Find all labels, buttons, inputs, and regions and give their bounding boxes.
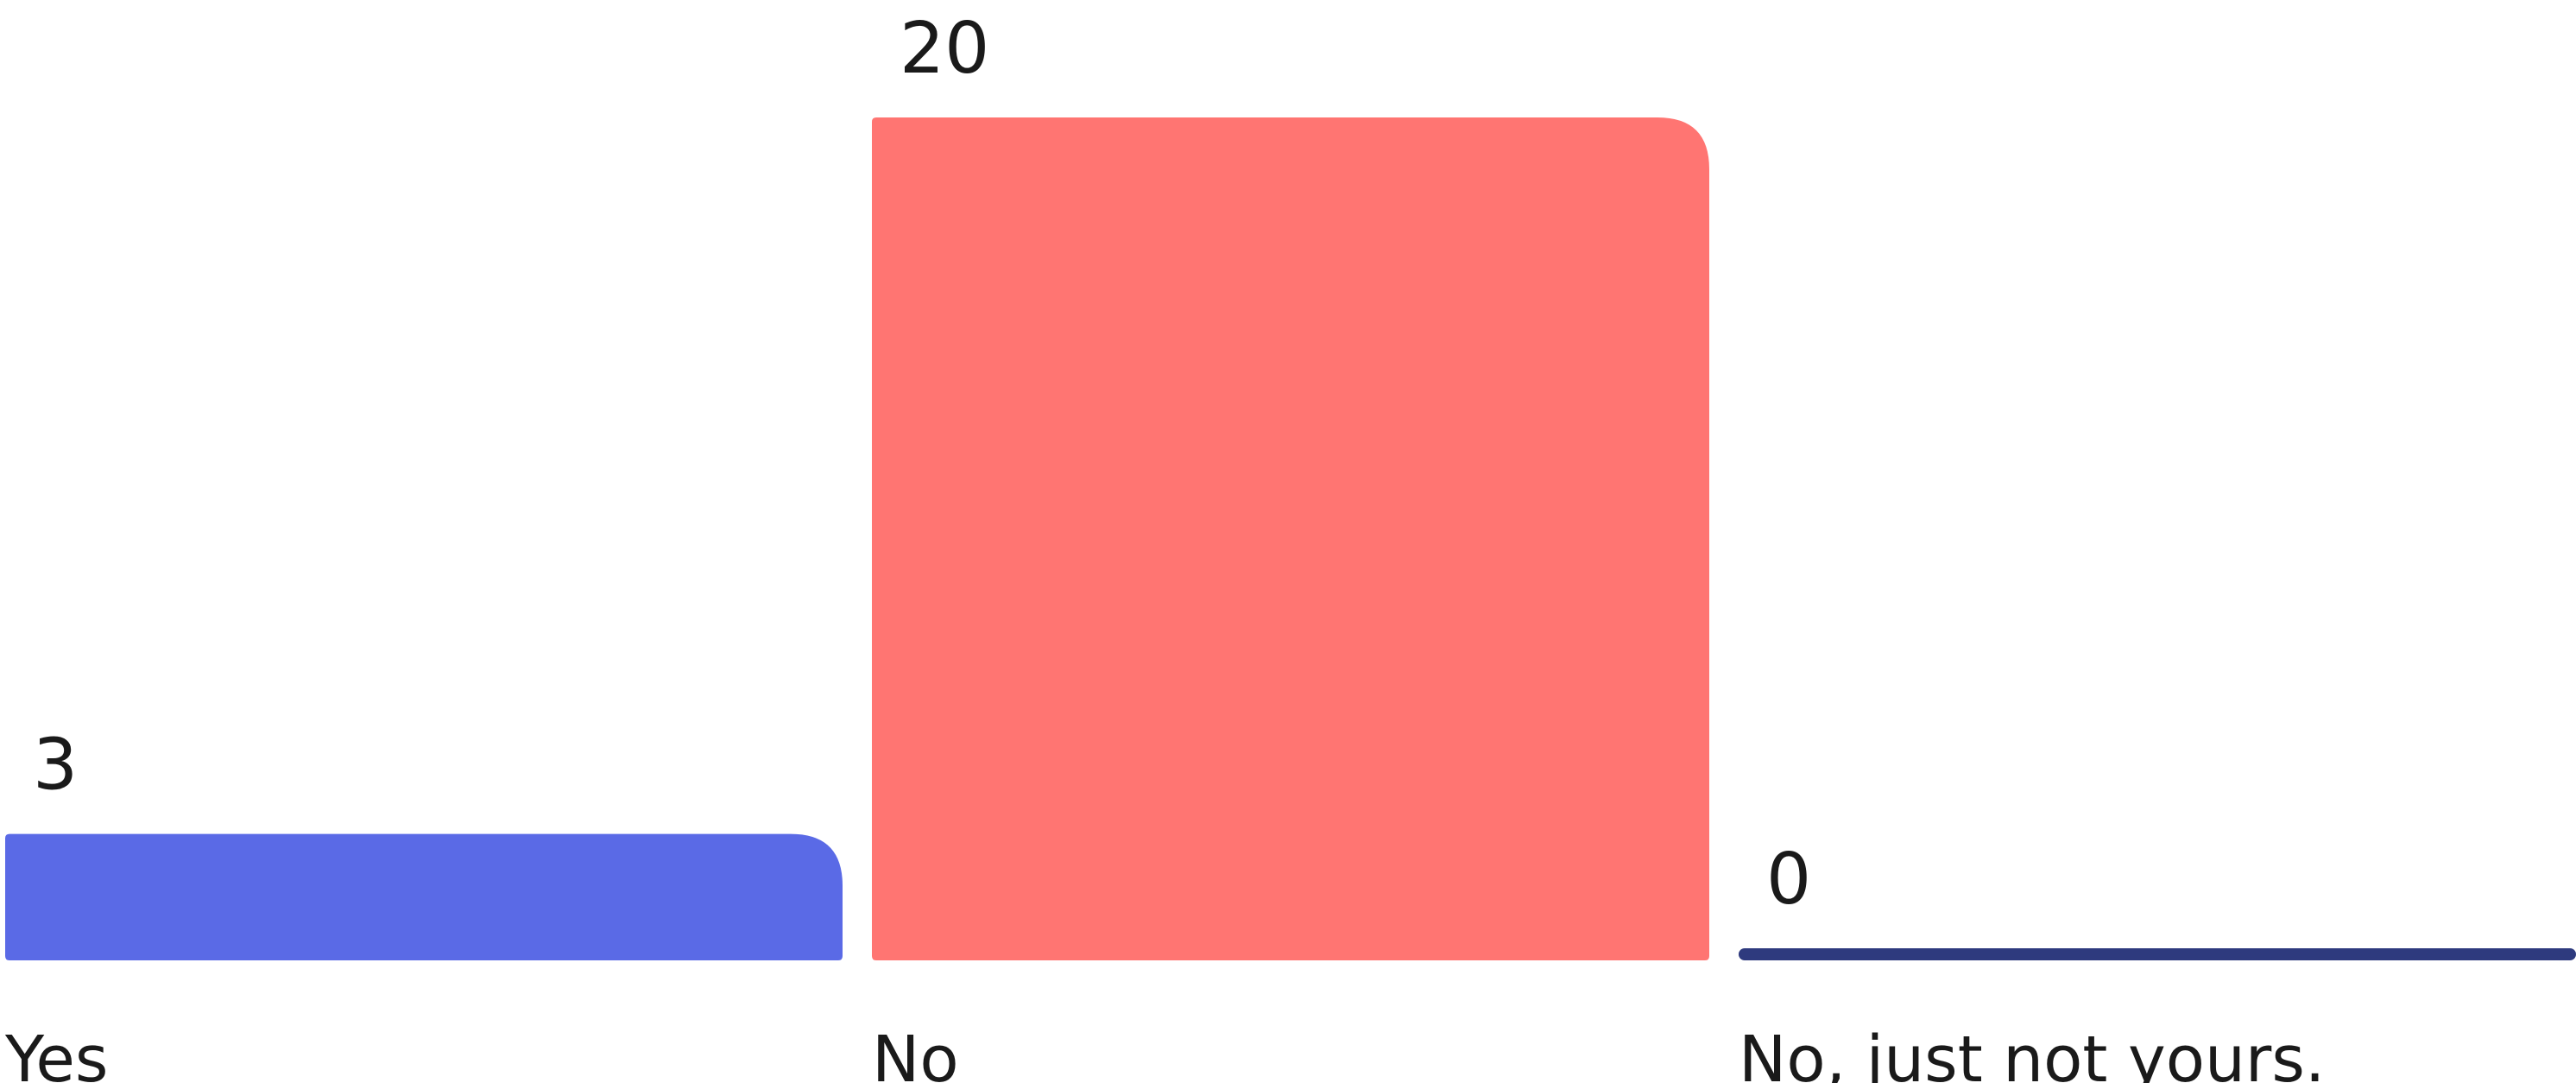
- value-label-yes: 3: [33, 725, 78, 807]
- bars-group: [5, 117, 2576, 960]
- category-labels-group: Yes No No, just not yours.: [4, 1023, 2325, 1083]
- category-label-no-just-not-yours: No, just not yours.: [1739, 1023, 2325, 1083]
- bar-no: [872, 117, 1709, 960]
- category-label-yes: Yes: [4, 1023, 108, 1083]
- value-label-no: 20: [900, 8, 989, 90]
- bar-yes: [5, 833, 843, 960]
- value-label-no-just-not-yours: 0: [1766, 839, 1811, 921]
- value-labels-group: 3 20 0: [33, 8, 1811, 921]
- category-label-no: No: [872, 1023, 959, 1083]
- bar-no-just-not-yours: [1739, 948, 2576, 960]
